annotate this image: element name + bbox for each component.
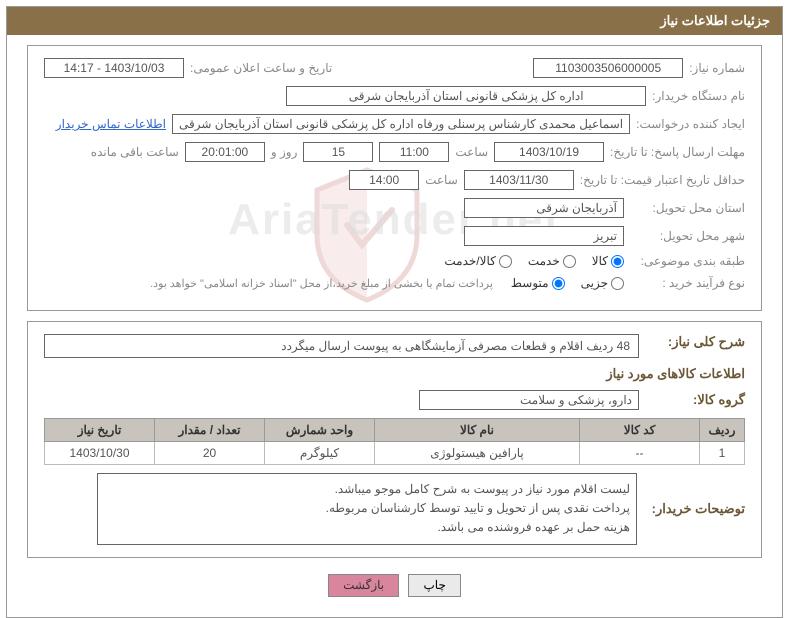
time-label-2: ساعت <box>425 173 458 187</box>
footer-buttons: چاپ بازگشت <box>27 568 762 607</box>
td-row: 1 <box>700 442 745 465</box>
panel-header: جزئیات اطلاعات نیاز <box>7 7 782 35</box>
category-label: طبقه بندی موضوعی: <box>630 254 745 268</box>
table-row: 1 -- پارافین هیستولوژی کیلوگرم 20 1403/1… <box>45 442 745 465</box>
validity-label: حداقل تاریخ اعتبار قیمت: تا تاریخ: <box>580 173 745 187</box>
radio-partial-label: جزیی <box>581 276 608 290</box>
province-value: آذربایجان شرقی <box>464 198 624 218</box>
creator-label: ایجاد کننده درخواست: <box>636 117 745 131</box>
deadline-date: 1403/10/19 <box>494 142 604 162</box>
need-number-value: 1103003506000005 <box>533 58 683 78</box>
th-name: نام کالا <box>375 419 580 442</box>
need-number-label: شماره نیاز: <box>689 61 745 75</box>
city-value: تبریز <box>464 226 624 246</box>
radio-goods[interactable] <box>611 255 624 268</box>
group-value: دارو، پزشکی و سلامت <box>419 390 639 410</box>
th-date: تاریخ نیاز <box>45 419 155 442</box>
buyer-notes-line1: لیست اقلام مورد نیاز در پیوست به شرح کام… <box>104 480 630 499</box>
process-radio-group: جزیی متوسط <box>499 276 624 290</box>
deadline-label: مهلت ارسال پاسخ: تا تاریخ: <box>610 145 745 159</box>
td-unit: کیلوگرم <box>265 442 375 465</box>
city-label: شهر محل تحویل: <box>630 229 745 243</box>
radio-goods-label: کالا <box>592 254 608 268</box>
deadline-time: 11:00 <box>379 142 449 162</box>
panel-title: جزئیات اطلاعات نیاز <box>660 13 770 28</box>
th-code: کد کالا <box>580 419 700 442</box>
desc-label: شرح کلی نیاز: <box>645 334 745 350</box>
buyer-notes-line3: هزینه حمل بر عهده فروشنده می باشد. <box>104 518 630 537</box>
td-date: 1403/10/30 <box>45 442 155 465</box>
buyer-notes-box: لیست اقلام مورد نیاز در پیوست به شرح کام… <box>97 473 637 545</box>
group-label: گروه کالا: <box>645 392 745 408</box>
validity-time: 14:00 <box>349 170 419 190</box>
time-label-1: ساعت <box>455 145 488 159</box>
buyer-notes-label: توضیحات خریدار: <box>652 501 745 517</box>
days-value: 15 <box>303 142 373 162</box>
contact-link[interactable]: اطلاعات تماس خریدار <box>56 117 166 131</box>
announce-label: تاریخ و ساعت اعلان عمومی: <box>190 61 332 75</box>
print-button[interactable]: چاپ <box>408 574 460 597</box>
radio-both-label: کالا/خدمت <box>444 254 495 268</box>
radio-service[interactable] <box>563 255 576 268</box>
radio-service-label: خدمت <box>528 254 560 268</box>
radio-medium[interactable] <box>552 277 565 290</box>
payment-note: پرداخت تمام یا بخشی از مبلغ خرید،از محل … <box>150 277 493 290</box>
days-and-label: روز و <box>271 145 298 159</box>
validity-date: 1403/11/30 <box>464 170 574 190</box>
radio-both[interactable] <box>499 255 512 268</box>
remain-label: ساعت باقی مانده <box>91 145 179 159</box>
table-header-row: ردیف کد کالا نام کالا واحد شمارش تعداد /… <box>45 419 745 442</box>
th-row: ردیف <box>700 419 745 442</box>
goods-section-title: اطلاعات کالاهای مورد نیاز <box>606 366 745 382</box>
td-qty: 20 <box>155 442 265 465</box>
process-label: نوع فرآیند خرید : <box>630 276 745 290</box>
desc-value: 48 ردیف اقلام و قطعات مصرفی آزمایشگاهی ب… <box>44 334 639 358</box>
goods-table: ردیف کد کالا نام کالا واحد شمارش تعداد /… <box>44 418 745 465</box>
buyer-org-value: اداره کل پزشکی قانونی استان آذربایجان شر… <box>286 86 646 106</box>
remain-time: 20:01:00 <box>185 142 265 162</box>
category-radio-group: کالا خدمت کالا/خدمت <box>432 254 624 268</box>
province-label: استان محل تحویل: <box>630 201 745 215</box>
th-unit: واحد شمارش <box>265 419 375 442</box>
td-code: -- <box>580 442 700 465</box>
back-button[interactable]: بازگشت <box>328 574 399 597</box>
buyer-org-label: نام دستگاه خریدار: <box>652 89 745 103</box>
buyer-notes-line2: پرداخت نقدی پس از تحویل و تایید توسط کار… <box>104 499 630 518</box>
th-qty: تعداد / مقدار <box>155 419 265 442</box>
radio-medium-label: متوسط <box>511 276 549 290</box>
creator-value: اسماعیل محمدی کارشناس پرسنلی ورفاه اداره… <box>172 114 630 134</box>
radio-partial[interactable] <box>611 277 624 290</box>
announce-value: 1403/10/03 - 14:17 <box>44 58 184 78</box>
td-name: پارافین هیستولوژی <box>375 442 580 465</box>
